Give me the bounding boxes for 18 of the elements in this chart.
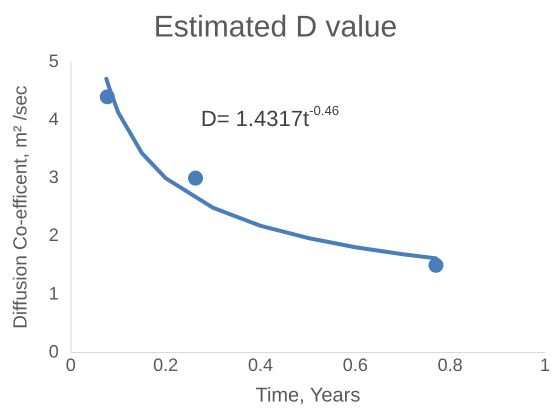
- x-axis-title: Time, Years: [255, 384, 360, 407]
- x-tick-label: 0: [66, 355, 76, 376]
- point: [188, 170, 204, 186]
- x-tick-label: 0.6: [342, 355, 368, 376]
- y-tick-label: 2: [48, 225, 59, 246]
- x-tick-label: 0.4: [248, 355, 273, 376]
- y-tick-label: 0: [48, 341, 59, 362]
- point: [428, 258, 444, 273]
- x-tick-label: 1: [540, 355, 550, 376]
- x-tick-label: 0.8: [438, 355, 463, 376]
- y-tick-label: 3: [48, 167, 59, 188]
- chart-title: Estimated D value: [154, 10, 398, 44]
- y-tick-label: 1: [48, 283, 59, 304]
- y-tick-label: 4: [48, 109, 59, 130]
- y-tick-label: 5: [48, 50, 59, 71]
- y-axis-title: Diffusion Co-efficent, m² /sec: [10, 86, 32, 329]
- point: [100, 89, 115, 104]
- x-tick-label: 0.2: [153, 355, 178, 376]
